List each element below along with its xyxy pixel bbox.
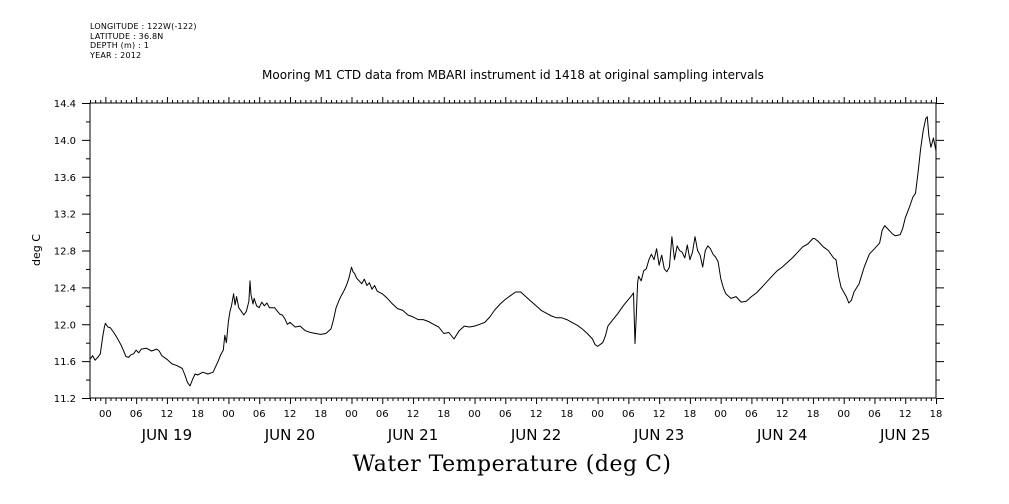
x-tick-label: 18: [191, 409, 204, 420]
x-day-label: JUN 24: [756, 426, 807, 444]
x-axis-label: Water Temperature (deg C): [352, 452, 672, 477]
x-day-label: JUN 21: [387, 426, 438, 444]
x-tick-label: 06: [868, 409, 881, 420]
x-tick-label: 00: [99, 409, 112, 420]
x-tick-label: 00: [714, 409, 727, 420]
y-tick-label: 14.0: [54, 136, 76, 147]
x-tick-label: 18: [437, 409, 450, 420]
x-tick-label: 06: [499, 409, 512, 420]
y-tick-label: 12.0: [54, 320, 76, 331]
x-tick-label: 18: [560, 409, 573, 420]
x-tick-label: 00: [345, 409, 358, 420]
x-tick-label: 12: [653, 409, 666, 420]
x-tick-label: 12: [530, 409, 543, 420]
x-tick-label: 06: [622, 409, 635, 420]
plot-frame: [89, 102, 937, 399]
chart-title: Mooring M1 CTD data from MBARI instrumen…: [262, 68, 764, 82]
x-tick-label: 00: [591, 409, 604, 420]
x-tick-label: 06: [376, 409, 389, 420]
x-tick-label: 18: [314, 409, 327, 420]
latitude-text: LATITUDE : 36.8N: [90, 31, 164, 41]
y-axis-label: deg C: [30, 234, 43, 266]
x-day-label: JUN 20: [264, 426, 315, 444]
x-tick-label: 18: [807, 409, 820, 420]
x-tick-label: 12: [284, 409, 297, 420]
x-tick-label: 12: [776, 409, 789, 420]
depth-text: DEPTH (m) : 1: [90, 41, 149, 50]
tick-marks: [82, 97, 944, 404]
series-layer: [89, 116, 937, 387]
x-tick-label: 00: [468, 409, 481, 420]
y-tick-label: 11.6: [54, 357, 76, 368]
x-tick-label: 06: [253, 409, 266, 420]
x-tick-label: 00: [222, 409, 235, 420]
y-tick-label: 13.2: [54, 210, 76, 221]
series-line: [89, 116, 937, 387]
x-tick-label: 06: [130, 409, 143, 420]
x-day-label: JUN 22: [510, 426, 561, 444]
y-tick-label: 12.4: [54, 283, 76, 294]
x-tick-label: 12: [161, 409, 174, 420]
y-tick-label: 14.4: [54, 99, 76, 110]
x-tick-label: 12: [407, 409, 420, 420]
y-tick-label: 13.6: [54, 173, 76, 184]
metadata-block: LONGITUDE : 122W(-122) LATITUDE : 36.8N …: [90, 22, 197, 60]
x-tick-label: 06: [745, 409, 758, 420]
year-text: YEAR : 2012: [90, 50, 142, 60]
x-tick-label: 18: [684, 409, 697, 420]
y-tick-label: 12.8: [54, 247, 76, 258]
x-tick-label: 12: [899, 409, 912, 420]
tick-labels: 00 06 12 18 00 06 12 18 00 06 12 18 00 06 12 18 00 06 12 18…: [54, 99, 943, 444]
x-day-label: JUN 25: [879, 426, 930, 444]
x-tick-label: 18: [930, 409, 943, 420]
y-tick-label: 11.2: [54, 394, 76, 405]
axes: [89, 102, 937, 399]
longitude-text: LONGITUDE : 122W(-122): [90, 22, 197, 31]
x-day-label: JUN 23: [633, 426, 684, 444]
x-tick-label: 00: [837, 409, 850, 420]
x-day-label: JUN 19: [141, 426, 192, 444]
